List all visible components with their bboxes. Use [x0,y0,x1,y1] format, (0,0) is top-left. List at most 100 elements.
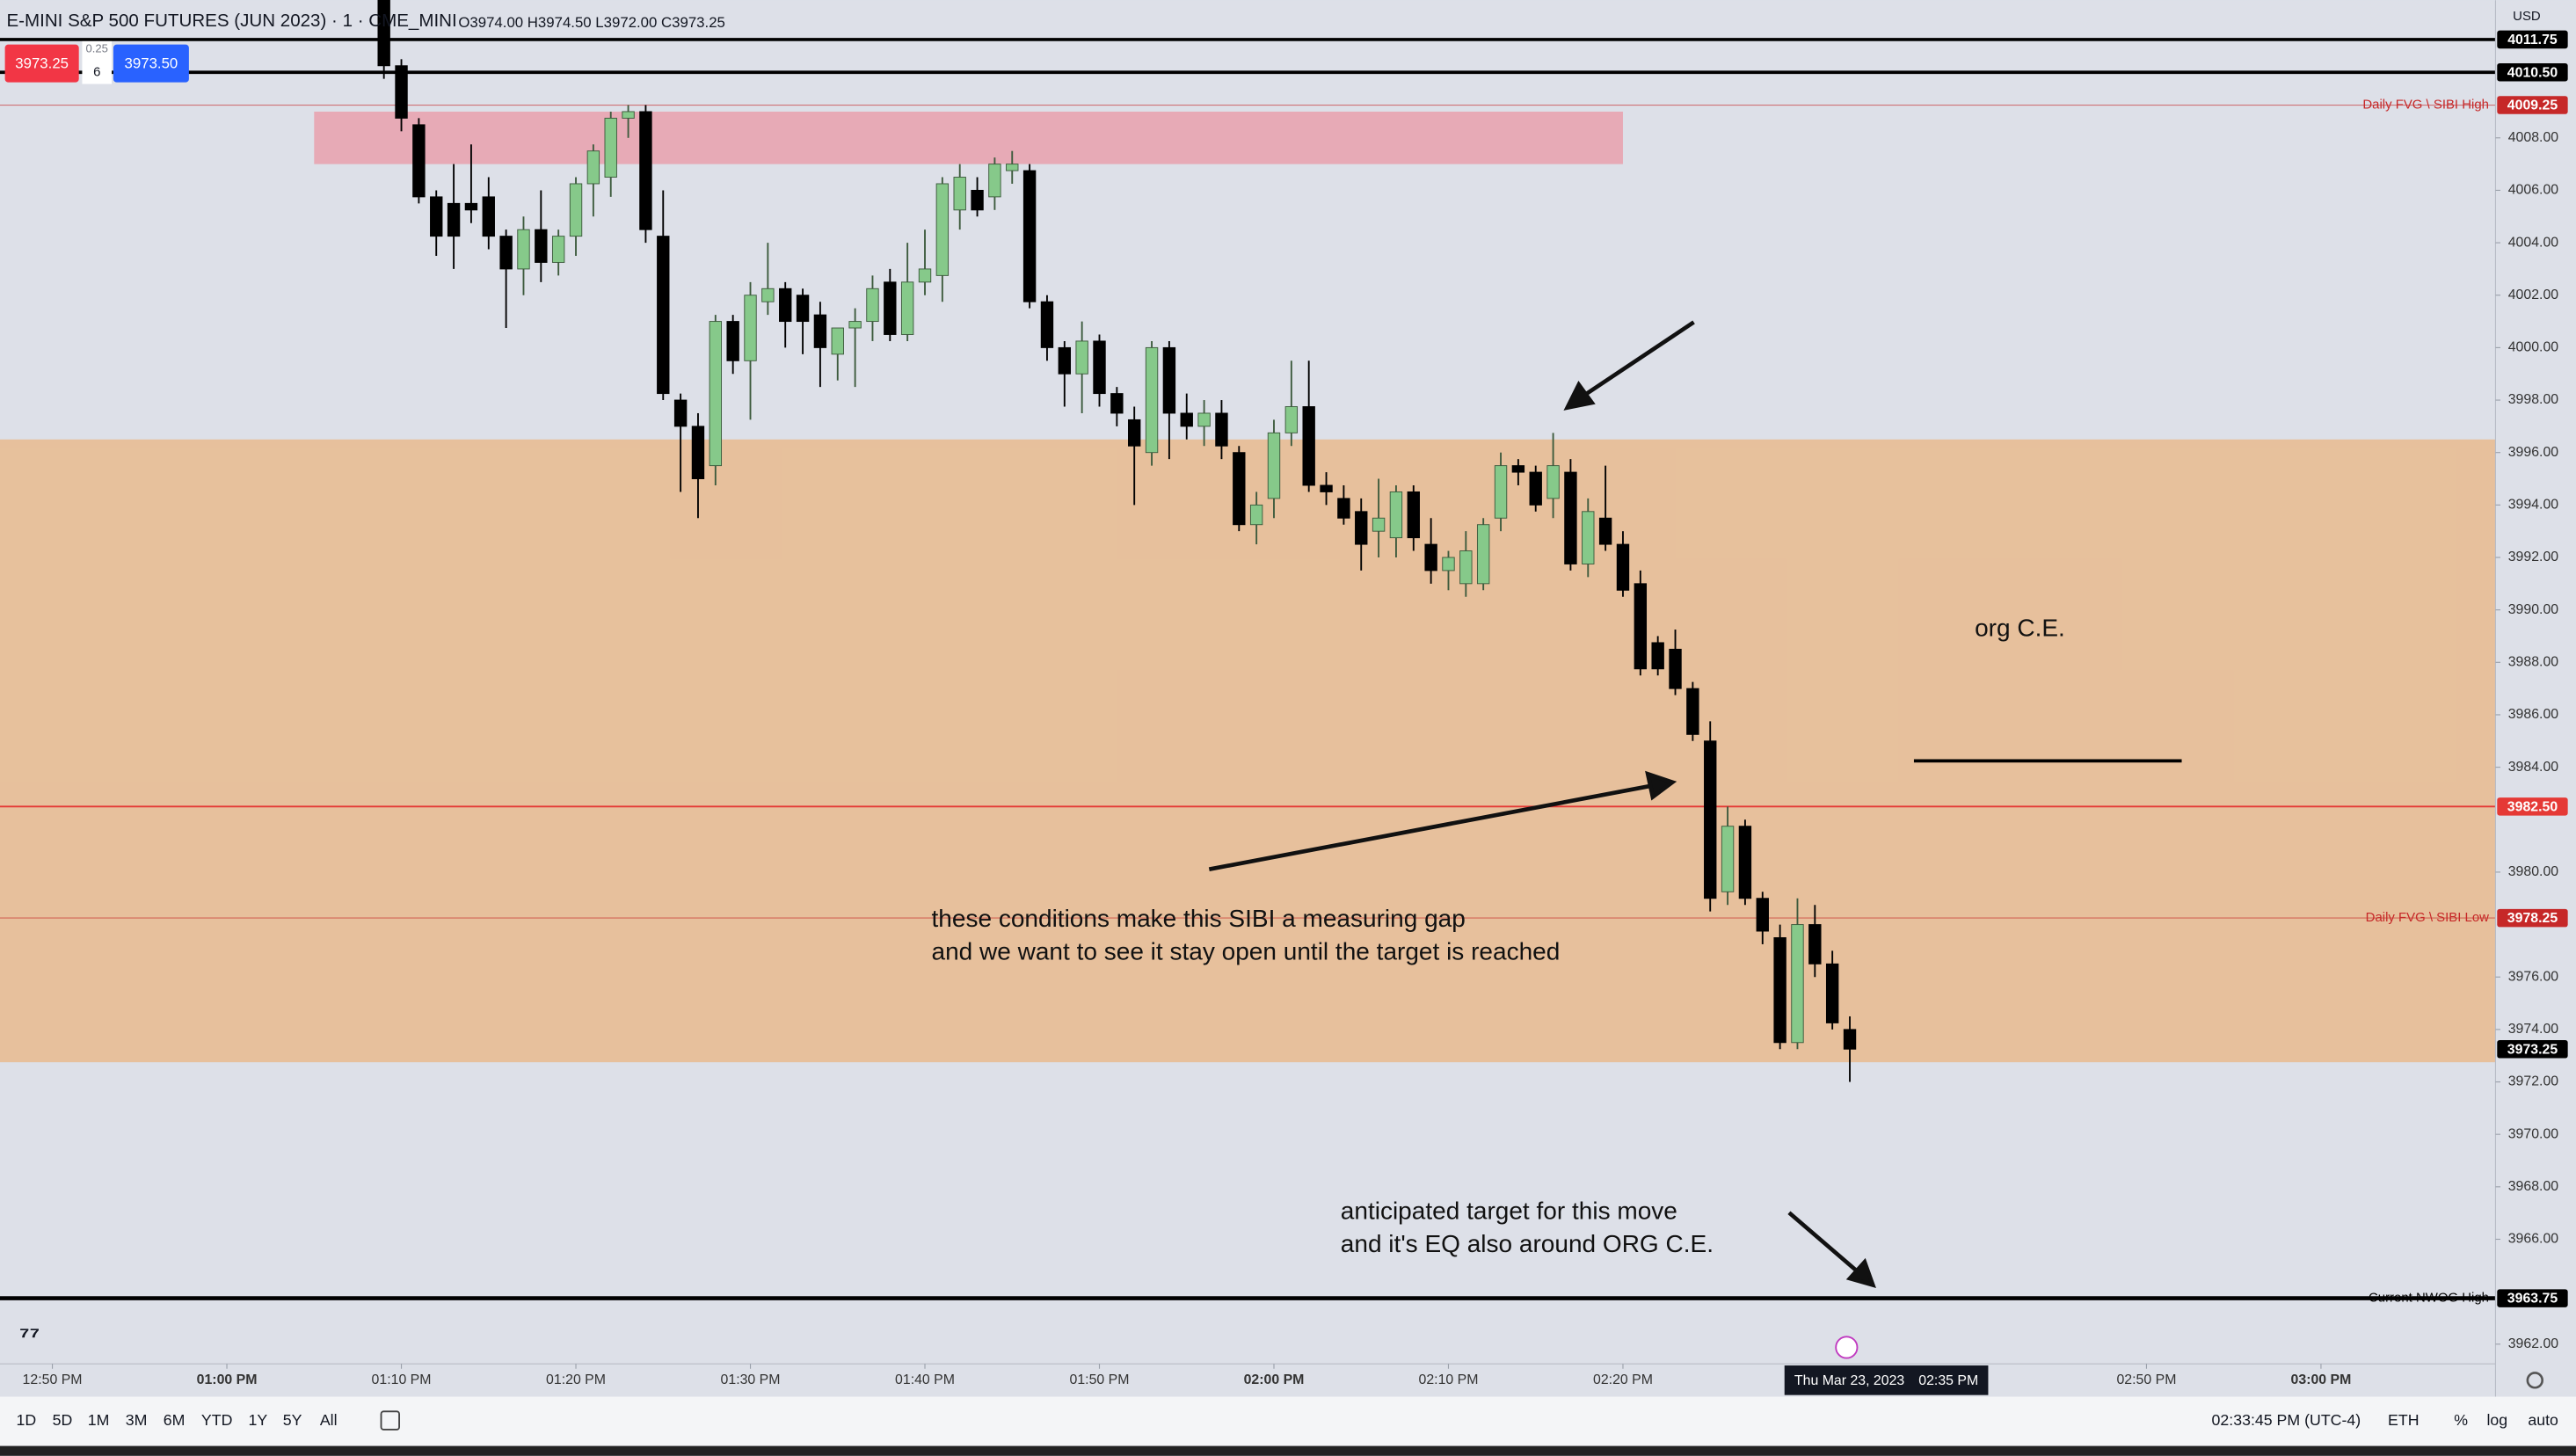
time-axis: ⁷⁷ 12:50 PM 01:00 PM 01:10 PM 01:20 PM 01:30… [19,1322,2544,1395]
crosshair-time: 02:35 PM [1918,1373,1978,1388]
price-tag-label: 4011.75 [2507,33,2558,47]
level-name: Current NWOG High [2369,1291,2489,1306]
annotation: and we want to see it stay open until th… [932,937,1561,965]
candle-body [1808,924,1822,965]
candle-body [1320,484,1333,492]
y-tick-label: 4000.00 [2508,340,2559,355]
scale-option[interactable]: auto [2528,1411,2558,1429]
scale-option[interactable]: % [2454,1411,2468,1429]
candle-body [1372,517,1386,532]
candle-body [918,268,932,283]
x-tick-label: 03:00 PM [2291,1372,2352,1387]
candle-body [535,229,548,263]
arrow [1579,320,1695,400]
price-tag [2497,1039,2568,1059]
y-tick-label: 3994.00 [2508,498,2559,513]
price-tag [2497,62,2568,82]
candle-body [412,124,426,198]
x-tick-label: 01:50 PM [1070,1372,1130,1387]
range-button[interactable]: 5Y [283,1411,302,1429]
candle-body [1494,465,1508,519]
candle-body [1738,826,1752,899]
range-button[interactable]: 1D [17,1411,37,1429]
candle-body [1389,491,1403,539]
candle-body [1669,648,1682,689]
sell-button[interactable] [4,44,79,83]
candle-body [726,321,739,361]
currency-selector[interactable]: USD [2513,9,2541,24]
arrow [1787,1211,1861,1276]
bottom-strip [0,1445,2576,1456]
candle-body [1756,898,1769,932]
candle-body [900,281,914,335]
candle-body [1511,465,1525,473]
buy-button[interactable] [113,44,189,83]
candle-body [1093,340,1106,395]
y-tick-label: 3996.00 [2508,445,2559,460]
range-button[interactable]: 5D [53,1411,73,1429]
x-tick-label: 01:20 PM [546,1372,606,1387]
y-tick-label: 4006.00 [2508,183,2559,198]
candle-body [971,189,984,211]
candle-body [586,150,600,185]
quantity-box[interactable] [82,40,113,84]
candle-body [1598,517,1612,545]
y-tick-label: 3962.00 [2508,1336,2559,1351]
range-button[interactable]: YTD [201,1411,233,1429]
x-tick-label: 02:20 PM [1593,1372,1653,1387]
candle-body [1006,164,1019,171]
candle-body [673,399,688,427]
x-tick-label: 01:00 PM [197,1372,258,1387]
candle-body [1459,550,1473,585]
clock[interactable]: 02:33:45 PM (UTC-4) [2212,1411,2361,1429]
candle-body [1476,524,1490,585]
x-tick-label: 01:10 PM [372,1372,432,1387]
event-icon[interactable] [1835,1336,1859,1359]
y-tick-label: 3992.00 [2508,550,2559,564]
price-tag [2497,1289,2568,1307]
candle-body [1407,491,1420,539]
range-button[interactable]: 1M [88,1411,110,1429]
logo[interactable]: ⁷⁷ [19,1322,40,1350]
range-button[interactable]: 3M [126,1411,148,1429]
arrow-head [1645,770,1677,801]
y-tick-label: 3990.00 [2508,602,2559,617]
candle-body [1145,346,1159,454]
crosshair-date: Thu Mar 23, 2023 [1794,1373,1904,1388]
arrow-head [1563,380,1596,411]
range-button[interactable]: 6M [164,1411,186,1429]
candle-body [657,236,670,395]
range-button[interactable]: All [320,1411,338,1429]
annotation: org C.E. [1975,614,2065,641]
price-tag [2497,30,2568,49]
scale-option[interactable]: log [2486,1411,2507,1429]
candle-body [1634,583,1648,670]
range-button[interactable]: 1Y [249,1411,268,1429]
candle-body [551,236,565,263]
candle-body [1302,406,1315,486]
crosshair-label [1784,1365,1989,1395]
candle-body [1442,557,1455,571]
candle-body [482,196,495,237]
date-range-icon[interactable] [380,1410,401,1431]
annotation: anticipated target for this move [1341,1198,1677,1225]
sell-price[interactable]: 3973.25 [15,55,69,72]
settings-icon[interactable] [2526,1372,2544,1389]
axes: 4008.00 4006.00 4004.00 4002.00 4000.00 3998.… [0,0,2568,1397]
zone [314,111,1623,164]
price-tag-label: 3978.25 [2507,911,2558,926]
annotation: these conditions make this SIBI a measur… [932,905,1466,932]
x-tick-label: 02:00 PM [1244,1372,1305,1387]
session-toggle[interactable]: ETH [2388,1411,2420,1429]
candle-body [813,314,827,348]
candle-body [1686,688,1699,735]
buy-price[interactable]: 3973.50 [125,55,178,72]
annotation: and it's EQ also around ORG C.E. [1341,1230,1714,1257]
candle-body [569,183,583,237]
quantity[interactable]: 6 [93,64,100,79]
level-name: Daily FVG \ SIBI Low [2366,910,2489,925]
candle-body [988,164,1001,198]
annotations: org C.E. these conditions make this SIBI… [932,320,2182,1288]
y-tick-label: 3984.00 [2508,760,2559,775]
y-tick-label: 4008.00 [2508,130,2559,145]
